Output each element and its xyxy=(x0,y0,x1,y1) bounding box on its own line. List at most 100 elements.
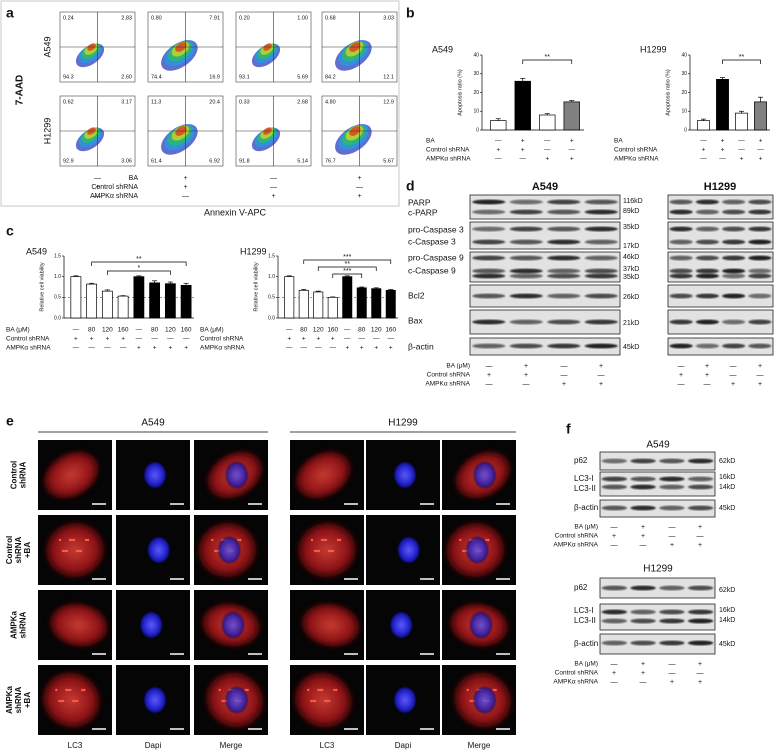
bar xyxy=(385,289,396,319)
treatment-name: AMPKα shRNA xyxy=(553,679,598,686)
row-label: A549 xyxy=(42,36,52,57)
treatment-sign: — xyxy=(611,679,618,686)
protein-label: pro-Caspase 9 xyxy=(408,252,464,262)
bar xyxy=(539,114,556,131)
treatment-sign: + xyxy=(545,156,549,163)
blot-band xyxy=(547,209,581,215)
blot-band xyxy=(509,293,543,299)
size-marker: 62kD xyxy=(719,587,735,594)
blot-band xyxy=(509,319,543,325)
lc3-puncta xyxy=(328,699,331,703)
blot-band xyxy=(659,484,685,490)
protein-label: Bcl2 xyxy=(408,290,425,300)
protein-label: LC3-II xyxy=(574,616,596,625)
treatment-sign: — xyxy=(151,336,158,343)
bar xyxy=(356,287,367,319)
row-label: H1299 xyxy=(42,118,52,145)
lc3-puncta xyxy=(333,688,336,692)
blot-band xyxy=(695,293,720,299)
lc3-puncta xyxy=(79,549,83,553)
treatment-sign: 160 xyxy=(327,327,338,334)
treatment-sign: — xyxy=(73,327,80,334)
treatment-sign: 120 xyxy=(165,327,176,334)
bar xyxy=(327,296,338,319)
cell-label: H1299 xyxy=(388,418,418,429)
row-label: shRNA xyxy=(19,611,28,638)
treatment-sign: + xyxy=(521,147,525,154)
size-marker: 45kD xyxy=(719,641,735,648)
treatment-name: AMPKα shRNA xyxy=(426,156,471,163)
chart-title: H1299 xyxy=(640,44,667,54)
treatment-sign: — xyxy=(561,372,568,379)
blot-band xyxy=(695,209,720,215)
treatment-sign: + xyxy=(95,184,99,191)
lc3-signal xyxy=(293,671,353,729)
treatment-name: BA xyxy=(614,138,623,145)
lc3-puncta xyxy=(211,538,214,542)
y-axis-label: Apoptosis ratio (%) xyxy=(665,69,671,116)
treatment-name: AMPKα shRNA xyxy=(200,345,245,352)
lc3-puncta xyxy=(336,538,340,542)
lc3-puncta xyxy=(218,688,221,692)
blot-band xyxy=(687,618,714,624)
quadrant-value: 0.80 xyxy=(151,15,162,21)
nucleus xyxy=(394,687,416,713)
significance-label: ** xyxy=(136,256,142,263)
significance-bracket xyxy=(332,273,363,278)
blot-band xyxy=(630,484,656,490)
blot-band xyxy=(601,585,628,591)
blot-band xyxy=(721,268,746,274)
protein-label: c-Caspase 9 xyxy=(408,265,456,275)
treatment-sign: — xyxy=(561,363,568,370)
treatment-sign: — xyxy=(704,381,711,388)
size-marker: 35kD xyxy=(623,224,639,231)
lc3-puncta xyxy=(335,688,338,692)
nucleus xyxy=(225,462,248,488)
blot-band xyxy=(687,505,714,511)
treatment-sign: — xyxy=(523,381,530,388)
treatment-name: AMPKα shRNA xyxy=(90,193,138,200)
blot-band xyxy=(547,343,581,349)
blot xyxy=(469,194,621,220)
treatment-name: Control shRNA xyxy=(6,336,50,343)
treatment-sign: — xyxy=(640,542,647,549)
lc3-puncta xyxy=(312,699,315,703)
blot xyxy=(667,221,774,250)
treatment-sign: 80 xyxy=(358,327,366,334)
treatment-sign: + xyxy=(345,345,349,352)
protein-label: Bax xyxy=(408,315,423,325)
blot xyxy=(667,337,774,356)
blot xyxy=(599,603,716,631)
blot-band xyxy=(695,239,720,245)
lc3-puncta xyxy=(77,549,81,553)
blot-band xyxy=(721,255,746,261)
blot-band xyxy=(509,343,543,349)
treatment-sign: — xyxy=(719,156,726,163)
treatment-sign: + xyxy=(702,147,706,154)
treatment-sign: — xyxy=(286,327,293,334)
treatment-sign: + xyxy=(562,381,566,388)
cell-label: H1299 xyxy=(704,181,736,193)
lc3-puncta xyxy=(69,688,72,692)
treatment-sign: + xyxy=(740,156,744,163)
treatment-name: BA xyxy=(129,175,139,182)
size-marker: 14kD xyxy=(719,484,735,491)
treatment-sign: + xyxy=(698,524,702,531)
blot-band xyxy=(748,273,772,279)
blot xyxy=(667,284,774,308)
nucleus xyxy=(390,612,413,638)
quadrant-value: 12.9 xyxy=(383,99,394,105)
protein-label: LC3-I xyxy=(574,606,594,615)
treatment-sign: — xyxy=(301,345,308,352)
blot xyxy=(599,577,716,599)
treatment-sign: — xyxy=(88,345,95,352)
blot-band xyxy=(721,273,746,279)
lc3-puncta xyxy=(324,699,327,703)
treatment-sign: — xyxy=(697,670,704,677)
blot-band xyxy=(659,640,685,646)
treatment-sign: 160 xyxy=(118,327,129,334)
treatment-name: Control shRNA xyxy=(555,533,599,540)
treatment-sign: + xyxy=(641,661,645,668)
treatment-sign: + xyxy=(721,138,725,145)
